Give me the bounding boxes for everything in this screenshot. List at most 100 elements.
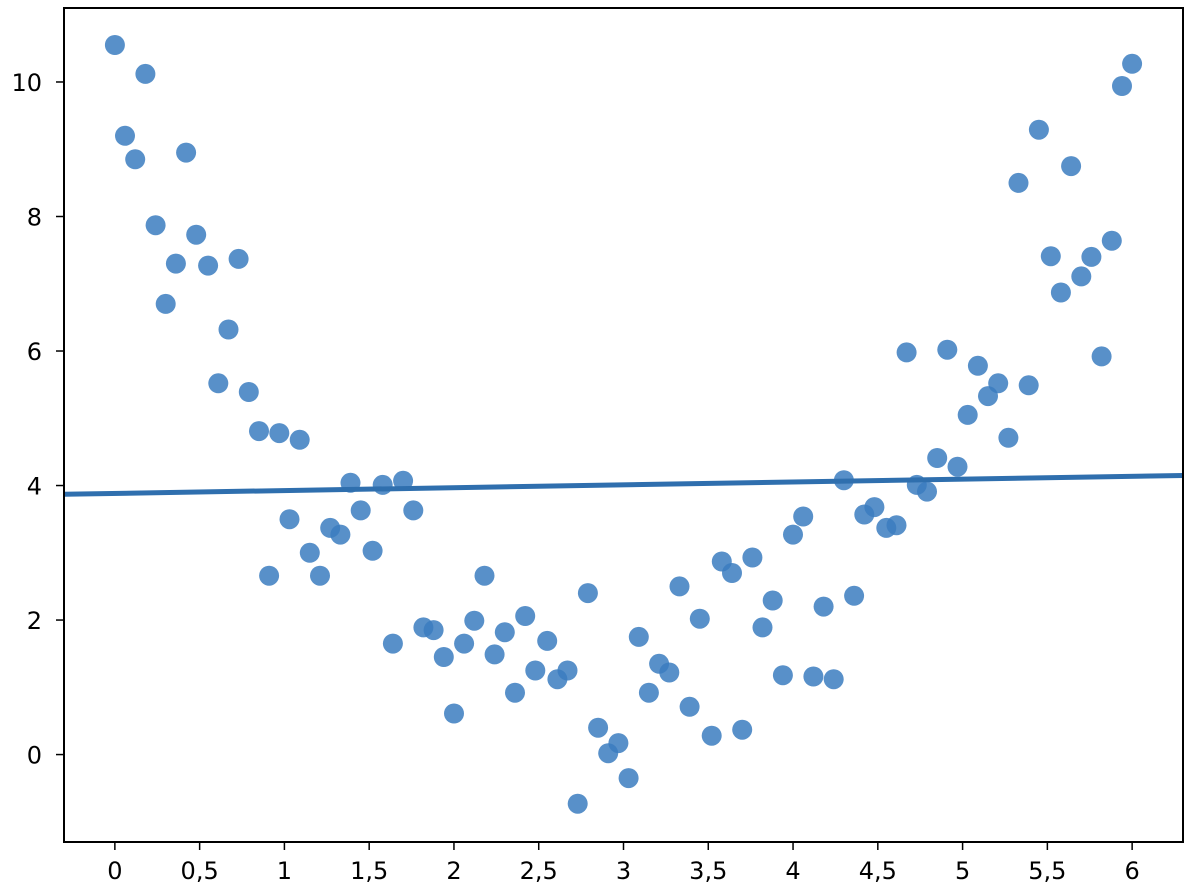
x-tick-label: 4 <box>785 857 800 885</box>
data-point <box>537 630 558 651</box>
data-point <box>1122 53 1143 74</box>
data-point <box>927 448 948 468</box>
data-point <box>896 342 917 363</box>
data-point <box>588 717 609 738</box>
data-point <box>701 725 722 746</box>
data-point <box>762 590 783 611</box>
data-point <box>372 474 393 495</box>
x-tick-label: 1,5 <box>350 857 388 885</box>
data-point <box>618 768 639 789</box>
data-point <box>947 456 968 477</box>
x-tick-label: 2,5 <box>520 857 558 885</box>
data-point <box>1008 172 1029 193</box>
data-point <box>238 382 259 402</box>
data-point <box>722 563 742 583</box>
data-point <box>176 142 197 163</box>
data-point <box>474 565 495 586</box>
data-point <box>732 719 753 740</box>
data-point <box>752 617 773 638</box>
data-point <box>557 660 578 681</box>
data-point <box>608 733 629 754</box>
data-point <box>198 255 219 276</box>
data-point <box>423 620 444 641</box>
x-tick-label: 3 <box>616 857 631 885</box>
data-point <box>1071 266 1092 287</box>
data-point <box>444 703 464 724</box>
data-point <box>454 633 475 654</box>
data-point <box>218 319 239 340</box>
data-point <box>917 481 937 502</box>
data-point <box>186 224 207 245</box>
data-point <box>679 696 700 717</box>
data-point <box>1061 156 1082 177</box>
data-point <box>362 540 383 561</box>
fit-line-layer <box>63 472 1184 497</box>
data-point <box>289 429 310 450</box>
data-point <box>628 626 649 647</box>
x-tick-label: 4,5 <box>859 857 897 885</box>
data-point <box>1018 375 1039 396</box>
data-point <box>577 583 598 604</box>
data-point <box>330 524 351 545</box>
data-point <box>433 647 454 667</box>
x-tick-label: 0 <box>107 857 122 885</box>
data-point <box>1112 76 1132 96</box>
data-point <box>669 576 690 597</box>
data-point <box>228 248 249 269</box>
data-point <box>484 644 505 665</box>
data-point <box>823 669 844 690</box>
x-tick-label: 6 <box>1124 857 1139 885</box>
data-point <box>638 682 659 703</box>
y-tick-label: 4 <box>27 473 42 501</box>
data-point <box>937 339 958 360</box>
data-point <box>742 547 763 568</box>
data-point <box>1091 346 1112 367</box>
data-point <box>135 63 156 84</box>
data-point <box>783 524 803 545</box>
data-point <box>464 610 485 631</box>
data-point <box>155 293 176 314</box>
data-point <box>1081 246 1102 267</box>
data-point <box>1101 230 1122 251</box>
data-point <box>886 515 907 536</box>
y-tick-label: 0 <box>27 742 42 770</box>
data-point <box>310 565 330 586</box>
data-point <box>208 373 229 394</box>
data-point <box>689 608 710 629</box>
y-tick-label: 2 <box>27 607 42 635</box>
y-tick-label: 6 <box>27 338 42 366</box>
scatter-points <box>104 35 1143 814</box>
data-point <box>957 404 978 425</box>
data-point <box>803 666 824 687</box>
y-tick-label: 8 <box>27 204 42 232</box>
data-point <box>1040 246 1061 267</box>
x-tick-label: 5,5 <box>1028 857 1066 885</box>
data-point <box>104 35 125 55</box>
data-point <box>525 660 546 681</box>
data-point <box>567 793 588 814</box>
y-axis-ticks: 0 2 4 6 8 10 <box>11 69 64 770</box>
data-point <box>505 682 525 703</box>
data-point <box>125 149 146 170</box>
data-point <box>269 423 290 444</box>
data-point <box>299 542 320 563</box>
data-point <box>165 253 186 274</box>
x-tick-label: 0,5 <box>181 857 219 885</box>
data-point <box>813 596 834 617</box>
data-point <box>259 565 280 586</box>
data-point <box>350 500 371 521</box>
data-point <box>279 509 300 530</box>
data-point <box>659 662 680 683</box>
data-point <box>967 355 988 376</box>
data-point <box>145 215 166 236</box>
data-point <box>988 373 1009 394</box>
data-point <box>793 506 814 527</box>
data-point <box>403 500 424 521</box>
data-point <box>772 665 793 686</box>
data-point <box>515 606 536 626</box>
data-point <box>864 497 885 518</box>
data-point <box>1050 282 1071 303</box>
data-point <box>998 427 1019 448</box>
x-axis-ticks: 0 0,5 1 1,5 2 2,5 3 3,5 4 4,5 5 5,5 6 <box>107 842 1140 885</box>
